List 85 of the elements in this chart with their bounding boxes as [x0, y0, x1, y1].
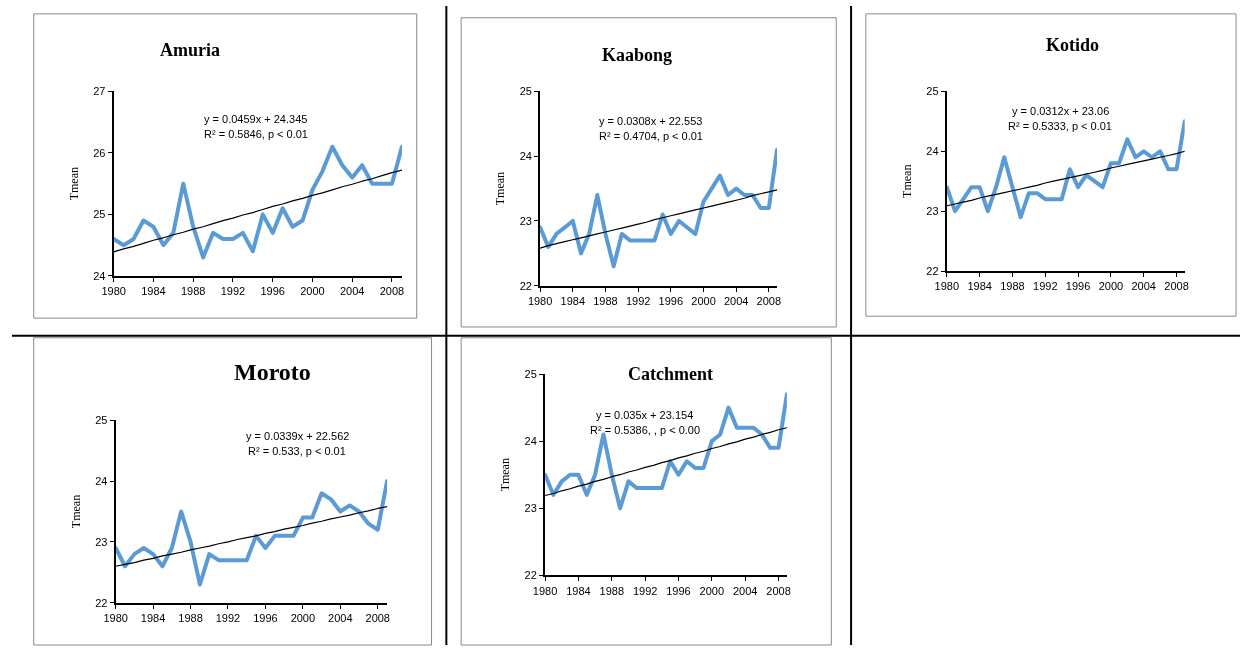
x-tick-label: 2000 — [1098, 280, 1124, 293]
x-tick-label: 1996 — [666, 584, 691, 597]
annotation: R² = 0.5333, p < 0.01 — [1008, 120, 1112, 132]
x-tick-label: 1992 — [625, 294, 651, 307]
y-tick-label: 25 — [926, 85, 939, 98]
y-tick-label: 22 — [926, 264, 939, 277]
chart-title: Kaabong — [602, 45, 673, 65]
x-tick-label: 1992 — [1033, 280, 1058, 293]
chart-title: Kotido — [1046, 35, 1100, 55]
chart-title: Amuria — [160, 40, 220, 60]
y-tick-label: 24 — [93, 269, 106, 282]
x-tick-label: 1988 — [1000, 280, 1025, 293]
annotation: R² = 0.533, p < 0.01 — [248, 445, 346, 457]
x-tick-label: 1988 — [593, 294, 618, 307]
y-axis-title: Tmean — [900, 164, 915, 198]
x-tick-label: 2004 — [1131, 280, 1156, 293]
x-tick-label: 1984 — [141, 285, 166, 298]
chart-title: Moroto — [234, 359, 311, 385]
x-tick-label: 1984 — [140, 611, 166, 624]
x-tick-label: 2004 — [732, 584, 758, 597]
y-tick-label: 24 — [519, 150, 532, 163]
y-axis-title: Tmean — [493, 171, 508, 206]
x-tick-label: 1992 — [215, 611, 241, 624]
x-tick-label: 1980 — [103, 611, 128, 624]
x-tick-label: 2000 — [699, 584, 725, 597]
x-tick-label: 2008 — [766, 584, 791, 597]
x-tick-label: 1980 — [527, 294, 553, 307]
y-tick-label: 24 — [524, 435, 537, 448]
y-tick-label: 26 — [93, 146, 106, 159]
line-series — [545, 392, 787, 511]
annotation: R² = 0.5846, p < 0.01 — [204, 128, 308, 140]
annotation: y = 0.035x + 23.154 — [596, 409, 694, 421]
x-tick-label: 1984 — [566, 584, 591, 597]
x-tick-label: 2000 — [300, 285, 325, 298]
x-tick-label: 2008 — [1164, 280, 1189, 293]
annotation: R² = 0.4704, p < 0.01 — [599, 130, 703, 142]
line-series — [115, 479, 388, 587]
x-tick-label: 1996 — [260, 285, 285, 298]
annotation: y = 0.0339x + 22.562 — [246, 430, 350, 442]
x-tick-label: 2004 — [723, 294, 749, 307]
y-tick-label: 22 — [519, 279, 532, 292]
y-tick-label: 24 — [95, 474, 108, 487]
x-tick-label: 1980 — [532, 584, 558, 597]
annotation: R² = 0.5386, , p < 0.00 — [590, 424, 701, 436]
x-tick-label: 1988 — [180, 285, 206, 298]
x-tick-label: 1984 — [560, 294, 586, 307]
x-tick-label: 1996 — [1065, 280, 1091, 293]
x-tick-label: 2008 — [756, 294, 782, 307]
x-tick-label: 2004 — [328, 611, 353, 624]
x-tick-label: 1984 — [967, 280, 992, 293]
x-tick-label: 1992 — [632, 584, 658, 597]
x-tick-label: 1988 — [178, 611, 203, 624]
x-tick-label: 1996 — [253, 611, 278, 624]
y-axis-title: Tmean — [69, 494, 83, 529]
x-tick-label: 2004 — [339, 285, 365, 298]
x-tick-label: 1988 — [599, 584, 625, 597]
y-tick-label: 25 — [95, 414, 108, 427]
x-tick-label: 2000 — [290, 611, 316, 624]
annotation: y = 0.0312x + 23.06 — [1012, 105, 1110, 117]
y-axis-title: Tmean — [67, 167, 82, 201]
y-tick-label: 23 — [926, 205, 939, 217]
x-tick-label: 1980 — [101, 285, 126, 298]
line-series — [113, 144, 402, 260]
chart-title: Catchment — [628, 364, 713, 384]
x-tick-label: 1980 — [934, 280, 960, 293]
y-tick-label: 25 — [519, 85, 532, 98]
y-tick-label: 23 — [524, 502, 537, 515]
x-tick-label: 1996 — [658, 294, 684, 307]
annotation: y = 0.0308x + 22.553 — [599, 115, 703, 127]
y-tick-label: 23 — [95, 535, 108, 548]
y-tick-label: 27 — [93, 85, 106, 98]
y-tick-label: 22 — [524, 569, 537, 582]
x-tick-label: 2008 — [365, 611, 390, 624]
annotation: y = 0.0459x + 24.345 — [204, 113, 308, 125]
x-tick-label: 2000 — [691, 294, 716, 307]
y-tick-label: 22 — [95, 596, 108, 609]
line-series — [946, 119, 1185, 220]
y-tick-label: 23 — [519, 214, 532, 227]
y-tick-label: 25 — [524, 367, 537, 380]
x-tick-label: 2008 — [379, 285, 405, 298]
y-tick-label: 24 — [926, 145, 939, 158]
y-tick-label: 25 — [93, 208, 106, 221]
line-series — [540, 147, 778, 269]
y-axis-title: Tmean — [498, 458, 513, 492]
x-tick-label: 1992 — [220, 285, 246, 298]
